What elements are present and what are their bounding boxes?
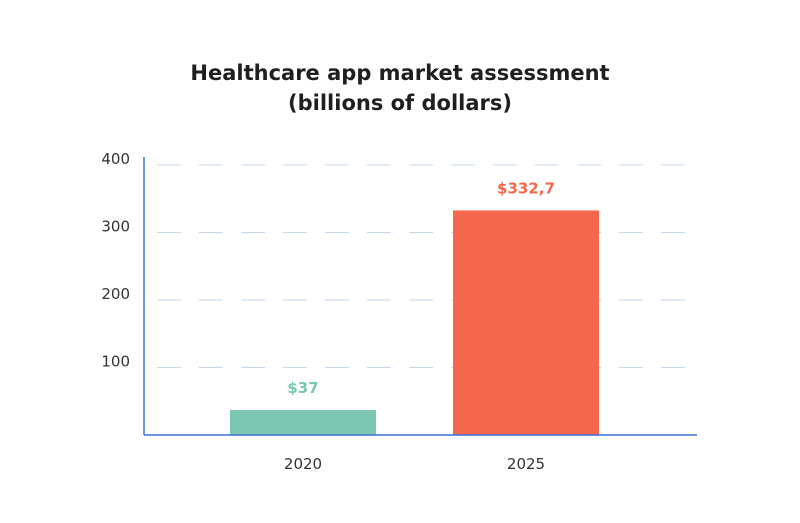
axes-group (143, 157, 697, 436)
data-label-2025: $332,7 (497, 179, 555, 197)
bar-2025 (453, 210, 599, 435)
bars-group (230, 210, 599, 435)
y-tick-label-300: 300 (101, 218, 130, 236)
data-label-2020: $37 (287, 379, 318, 397)
chart-title-block: Healthcare app market assessment (billio… (0, 58, 800, 118)
labels-group: 100 200 300 400 $37 2020 $332,7 2025 (101, 150, 555, 473)
bar-2020 (230, 410, 376, 435)
chart-title: Healthcare app market assessment (190, 61, 610, 85)
x-tick-label-2020: 2020 (284, 455, 322, 473)
y-tick-label-400: 400 (101, 150, 130, 168)
y-tick-label-200: 200 (101, 285, 130, 303)
gridlines (157, 164, 695, 368)
x-tick-label-2025: 2025 (507, 455, 545, 473)
y-tick-label-100: 100 (101, 353, 130, 371)
chart-subtitle: (billions of dollars) (288, 91, 512, 115)
